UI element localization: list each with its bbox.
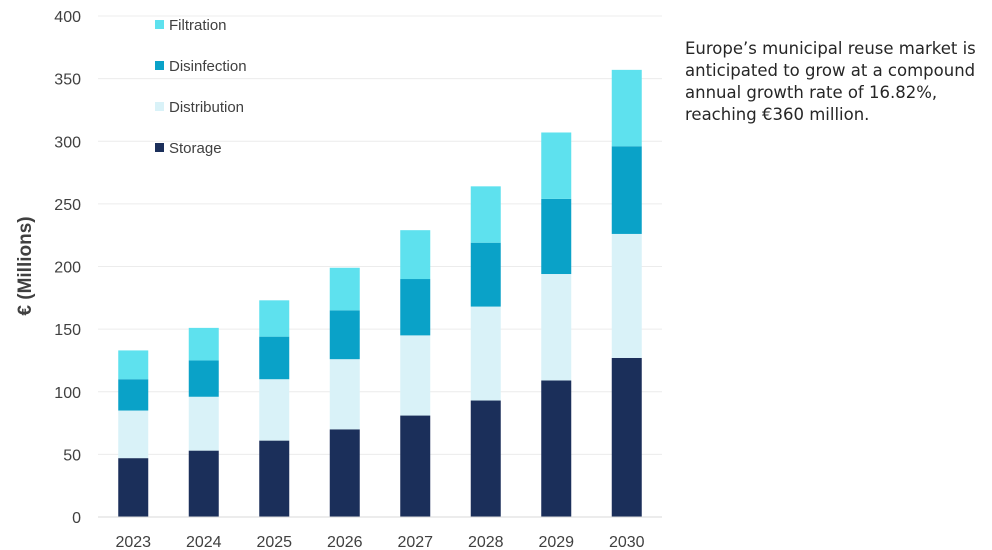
bar-segment-storage-2026	[329, 429, 360, 517]
bar-segment-disinfection-2025	[259, 336, 290, 380]
bar-segment-disinfection-2027	[400, 279, 431, 336]
bar-segment-storage-2025	[259, 440, 290, 517]
bar-segment-disinfection-2028	[470, 242, 501, 307]
bar-segment-distribution-2027	[400, 335, 431, 416]
x-axis-ticks: 2023 2024 2025 2026 2027 2028 2029 2030	[115, 534, 644, 550]
legend: Filtration Disinfection Distribution Storag…	[155, 17, 247, 157]
y-tick-label: 400	[54, 9, 81, 26]
x-tick-label: 2027	[397, 534, 433, 550]
x-tick-label: 2023	[115, 534, 151, 550]
bar-segment-filtration-2024	[188, 327, 219, 361]
y-tick-label: 100	[54, 385, 81, 402]
bar-segment-storage-2024	[188, 450, 219, 517]
bar-segment-disinfection-2024	[188, 360, 219, 397]
bar-segment-storage-2023	[118, 458, 149, 517]
legend-swatch-distribution	[155, 102, 164, 111]
y-tick-label: 300	[54, 134, 81, 151]
bar-segment-storage-2029	[541, 380, 572, 517]
bar-segment-distribution-2030	[611, 233, 642, 358]
bar-segment-filtration-2028	[470, 186, 501, 243]
bar-segment-filtration-2029	[541, 132, 572, 199]
bar-segment-distribution-2028	[470, 306, 501, 401]
legend-swatch-disinfection	[155, 61, 164, 70]
x-tick-label: 2024	[186, 534, 222, 550]
y-tick-label: 350	[54, 72, 81, 89]
bar-segment-filtration-2027	[400, 230, 431, 280]
x-tick-label: 2030	[609, 534, 645, 550]
bar-segment-distribution-2025	[259, 379, 290, 441]
x-tick-label: 2026	[327, 534, 363, 550]
y-axis-label: € (Millions)	[15, 216, 36, 315]
y-tick-label: 200	[54, 260, 81, 277]
bar-segment-filtration-2026	[329, 267, 360, 311]
bar-segment-disinfection-2023	[118, 379, 149, 411]
bar-segment-disinfection-2026	[329, 310, 360, 360]
legend-swatch-storage	[155, 143, 164, 152]
legend-label-disinfection: Disinfection	[169, 58, 247, 75]
bar-segment-storage-2028	[470, 400, 501, 517]
bar-segment-filtration-2023	[118, 350, 149, 380]
legend-label-filtration: Filtration	[169, 17, 227, 34]
legend-label-distribution: Distribution	[169, 99, 244, 116]
bars	[118, 69, 642, 517]
bar-segment-disinfection-2029	[541, 198, 572, 275]
bar-segment-storage-2030	[611, 357, 642, 517]
bar-segment-distribution-2024	[188, 396, 219, 451]
y-tick-label: 150	[54, 322, 81, 339]
y-tick-label: 250	[54, 197, 81, 214]
market-growth-note: Europe’s municipal reuse market is antic…	[685, 39, 976, 124]
legend-label-storage: Storage	[169, 140, 222, 157]
bar-segment-disinfection-2030	[611, 146, 642, 234]
x-tick-label: 2029	[538, 534, 574, 550]
y-axis-ticks: 0 50 100 150 200 250 300 350 400	[54, 9, 81, 527]
x-tick-label: 2028	[468, 534, 504, 550]
bar-segment-filtration-2025	[259, 300, 290, 337]
y-tick-label: 50	[63, 447, 81, 464]
bar-segment-distribution-2023	[118, 410, 149, 459]
bar-segment-filtration-2030	[611, 69, 642, 147]
y-tick-label: 0	[72, 510, 81, 527]
bar-segment-distribution-2029	[541, 274, 572, 381]
legend-swatch-filtration	[155, 20, 164, 29]
x-tick-label: 2025	[256, 534, 292, 550]
bar-segment-distribution-2026	[329, 359, 360, 430]
bar-segment-storage-2027	[400, 415, 431, 517]
gridlines	[98, 15, 662, 455]
